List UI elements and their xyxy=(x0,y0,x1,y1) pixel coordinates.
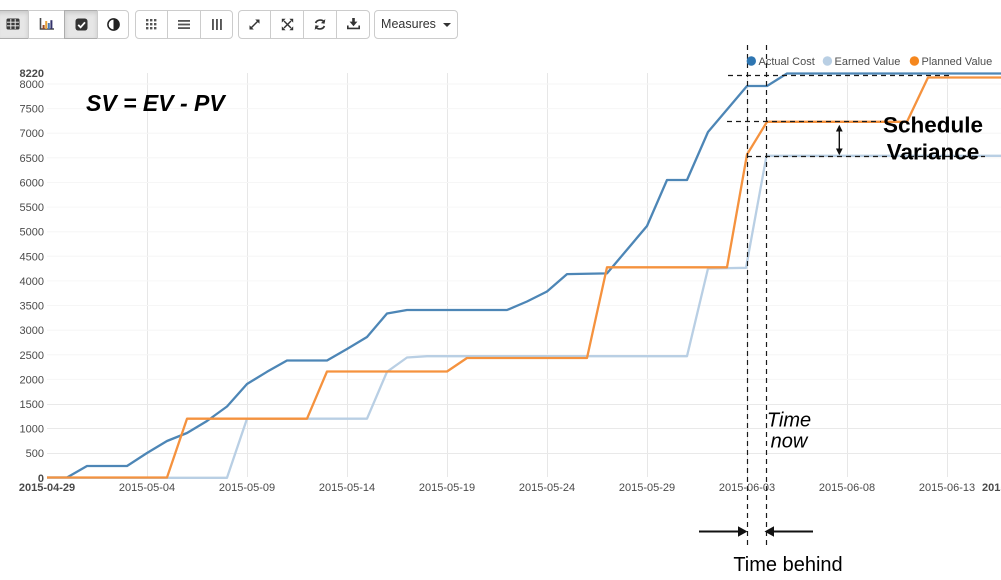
svg-text:2015-05-04: 2015-05-04 xyxy=(119,482,175,494)
svg-text:8000: 8000 xyxy=(20,79,44,91)
svg-text:500: 500 xyxy=(26,448,44,460)
svg-text:2015-05-24: 2015-05-24 xyxy=(519,482,575,494)
svg-text:Variance: Variance xyxy=(887,140,980,165)
svg-text:now: now xyxy=(771,431,809,453)
svg-text:0: 0 xyxy=(38,473,44,485)
svg-text:Schedule: Schedule xyxy=(883,113,983,138)
svg-text:Time behind: Time behind xyxy=(733,554,842,576)
svg-text:2015-05-29: 2015-05-29 xyxy=(619,482,675,494)
svg-text:2015-06-13: 2015-06-13 xyxy=(919,482,975,494)
svg-text:1000: 1000 xyxy=(20,424,44,436)
svg-text:2015-05-14: 2015-05-14 xyxy=(319,482,375,494)
svg-text:2500: 2500 xyxy=(20,350,44,362)
svg-text:6000: 6000 xyxy=(20,178,44,190)
svg-text:6500: 6500 xyxy=(20,153,44,165)
svg-text:2015-06-18: 2015-06-18 xyxy=(982,482,1001,494)
svg-text:5500: 5500 xyxy=(20,202,44,214)
svg-text:3500: 3500 xyxy=(20,301,44,313)
svg-text:Earned Value: Earned Value xyxy=(835,56,901,68)
svg-text:7500: 7500 xyxy=(20,104,44,116)
svg-text:2000: 2000 xyxy=(20,374,44,386)
svg-text:7000: 7000 xyxy=(20,128,44,140)
svg-text:1500: 1500 xyxy=(20,399,44,411)
svg-text:4500: 4500 xyxy=(20,251,44,263)
svg-text:Time: Time xyxy=(767,410,811,432)
svg-text:8220: 8220 xyxy=(20,68,44,80)
svg-text:SV = EV - PV: SV = EV - PV xyxy=(86,90,226,116)
svg-text:Planned Value: Planned Value xyxy=(922,56,993,68)
svg-text:4000: 4000 xyxy=(20,276,44,288)
svg-text:2015-05-19: 2015-05-19 xyxy=(419,482,475,494)
svg-text:2015-05-09: 2015-05-09 xyxy=(219,482,275,494)
svg-text:Actual Cost: Actual Cost xyxy=(759,56,815,68)
svg-text:2015-06-08: 2015-06-08 xyxy=(819,482,875,494)
svg-text:3000: 3000 xyxy=(20,325,44,337)
svg-text:2015-04-29: 2015-04-29 xyxy=(19,482,75,494)
svg-text:5000: 5000 xyxy=(20,227,44,239)
